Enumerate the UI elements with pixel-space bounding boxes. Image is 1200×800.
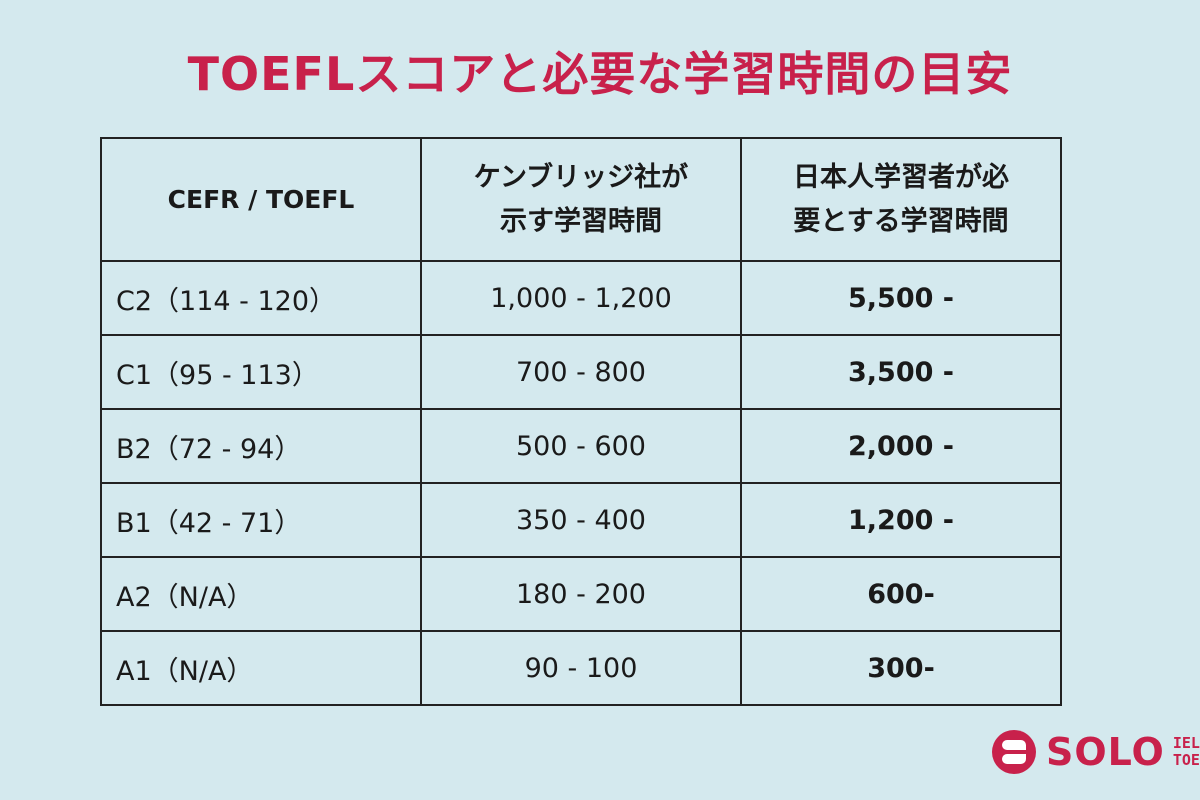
logo-name: SOLO <box>1046 730 1165 774</box>
solo-logo: SOLO IELTS TOEFL <box>992 730 1200 774</box>
cell-cambridge-hours: 350 - 400 <box>420 482 742 558</box>
header-cambridge-hours: ケンブリッジ社が 示す学習時間 <box>420 137 742 262</box>
table-header-row: CEFR / TOEFL ケンブリッジ社が 示す学習時間 日本人学習者が必 要と… <box>100 137 1062 262</box>
table-row: C2（114 - 120） 1,000 - 1,200 5,500 - <box>100 260 1062 336</box>
cell-japanese-hours: 600- <box>740 556 1062 632</box>
cell-cambridge-hours: 500 - 600 <box>420 408 742 484</box>
cell-level: A2（N/A） <box>100 556 422 632</box>
cell-level: B1（42 - 71） <box>100 482 422 558</box>
study-hours-table: CEFR / TOEFL ケンブリッジ社が 示す学習時間 日本人学習者が必 要と… <box>100 137 1062 706</box>
cell-cambridge-hours: 1,000 - 1,200 <box>420 260 742 336</box>
cell-cambridge-hours: 180 - 200 <box>420 556 742 632</box>
solo-logo-icon <box>992 730 1036 774</box>
cell-cambridge-hours: 700 - 800 <box>420 334 742 410</box>
table-row: A1（N/A） 90 - 100 300- <box>100 630 1062 706</box>
logo-sub-ielts: IELTS <box>1172 734 1200 752</box>
cell-japanese-hours: 2,000 - <box>740 408 1062 484</box>
header-cefr-label: CEFR / TOEFL <box>167 184 355 214</box>
table-row: B2（72 - 94） 500 - 600 2,000 - <box>100 408 1062 484</box>
header-japanese-line1: 日本人学習者が必 <box>793 161 1009 193</box>
logo-sub-toefl: TOEFL <box>1172 751 1200 769</box>
cell-level: A1（N/A） <box>100 630 422 706</box>
logo-subtitle: IELTS TOEFL <box>1173 735 1200 769</box>
page-title: TOEFLスコアと必要な学習時間の目安 <box>187 47 1013 101</box>
table-row: B1（42 - 71） 350 - 400 1,200 - <box>100 482 1062 558</box>
header-cambridge-line2: 示す学習時間 <box>500 205 662 237</box>
cell-cambridge-hours: 90 - 100 <box>420 630 742 706</box>
header-cambridge-line1: ケンブリッジ社が <box>473 161 689 193</box>
header-japanese-hours: 日本人学習者が必 要とする学習時間 <box>740 137 1062 262</box>
header-japanese-line2: 要とする学習時間 <box>793 205 1009 237</box>
cell-japanese-hours: 1,200 - <box>740 482 1062 558</box>
table-row: C1（95 - 113） 700 - 800 3,500 - <box>100 334 1062 410</box>
header-cefr-toefl: CEFR / TOEFL <box>100 137 422 262</box>
cell-japanese-hours: 5,500 - <box>740 260 1062 336</box>
cell-level: B2（72 - 94） <box>100 408 422 484</box>
cell-level: C2（114 - 120） <box>100 260 422 336</box>
table-row: A2（N/A） 180 - 200 600- <box>100 556 1062 632</box>
cell-japanese-hours: 300- <box>740 630 1062 706</box>
cell-japanese-hours: 3,500 - <box>740 334 1062 410</box>
cell-level: C1（95 - 113） <box>100 334 422 410</box>
